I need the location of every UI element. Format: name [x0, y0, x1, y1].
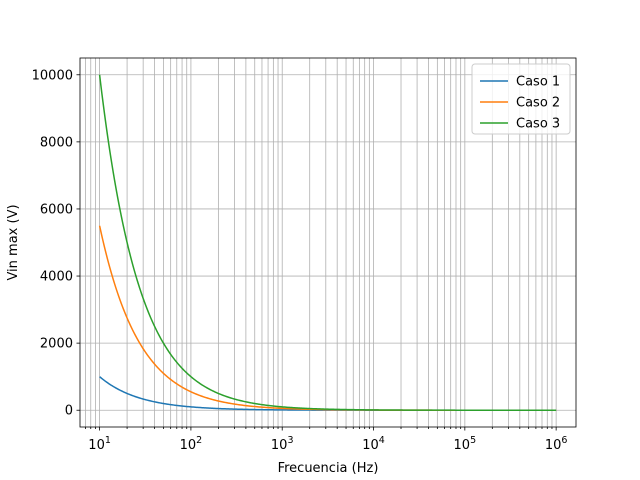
y-axis-label: Vin max (V) — [6, 204, 21, 280]
x-axis-label: Frecuencia (Hz) — [278, 461, 379, 476]
y-tick-label: 6000 — [40, 202, 73, 217]
x-tick-label: 101 — [88, 435, 111, 453]
y-tick-label: 2000 — [40, 337, 73, 352]
y-tick-label: 4000 — [40, 270, 73, 285]
y-tick-label: 0 — [65, 404, 73, 419]
legend-label-2: Caso 2 — [516, 96, 560, 111]
y-tick-label: 10000 — [32, 68, 73, 83]
x-tick-label: 104 — [362, 435, 385, 453]
series-line-3 — [98, 74, 557, 411]
x-tick-label: 105 — [454, 435, 477, 453]
legend-label-3: Caso 3 — [516, 117, 560, 132]
y-tick-label: 8000 — [40, 135, 73, 150]
series-layer — [98, 74, 557, 411]
x-tick-label: 106 — [545, 435, 568, 453]
ticks: 101 102 103 104 105 106 0 2000 4000 6000 8000 10000 — [32, 68, 568, 453]
plot-frame — [79, 57, 577, 428]
legend: Caso 1 Caso 2 Caso 3 — [471, 63, 571, 135]
x-tick-label: 103 — [271, 435, 294, 453]
x-tick-label: 102 — [180, 435, 203, 453]
legend-label-1: Caso 1 — [516, 75, 560, 90]
grid — [80, 58, 576, 427]
